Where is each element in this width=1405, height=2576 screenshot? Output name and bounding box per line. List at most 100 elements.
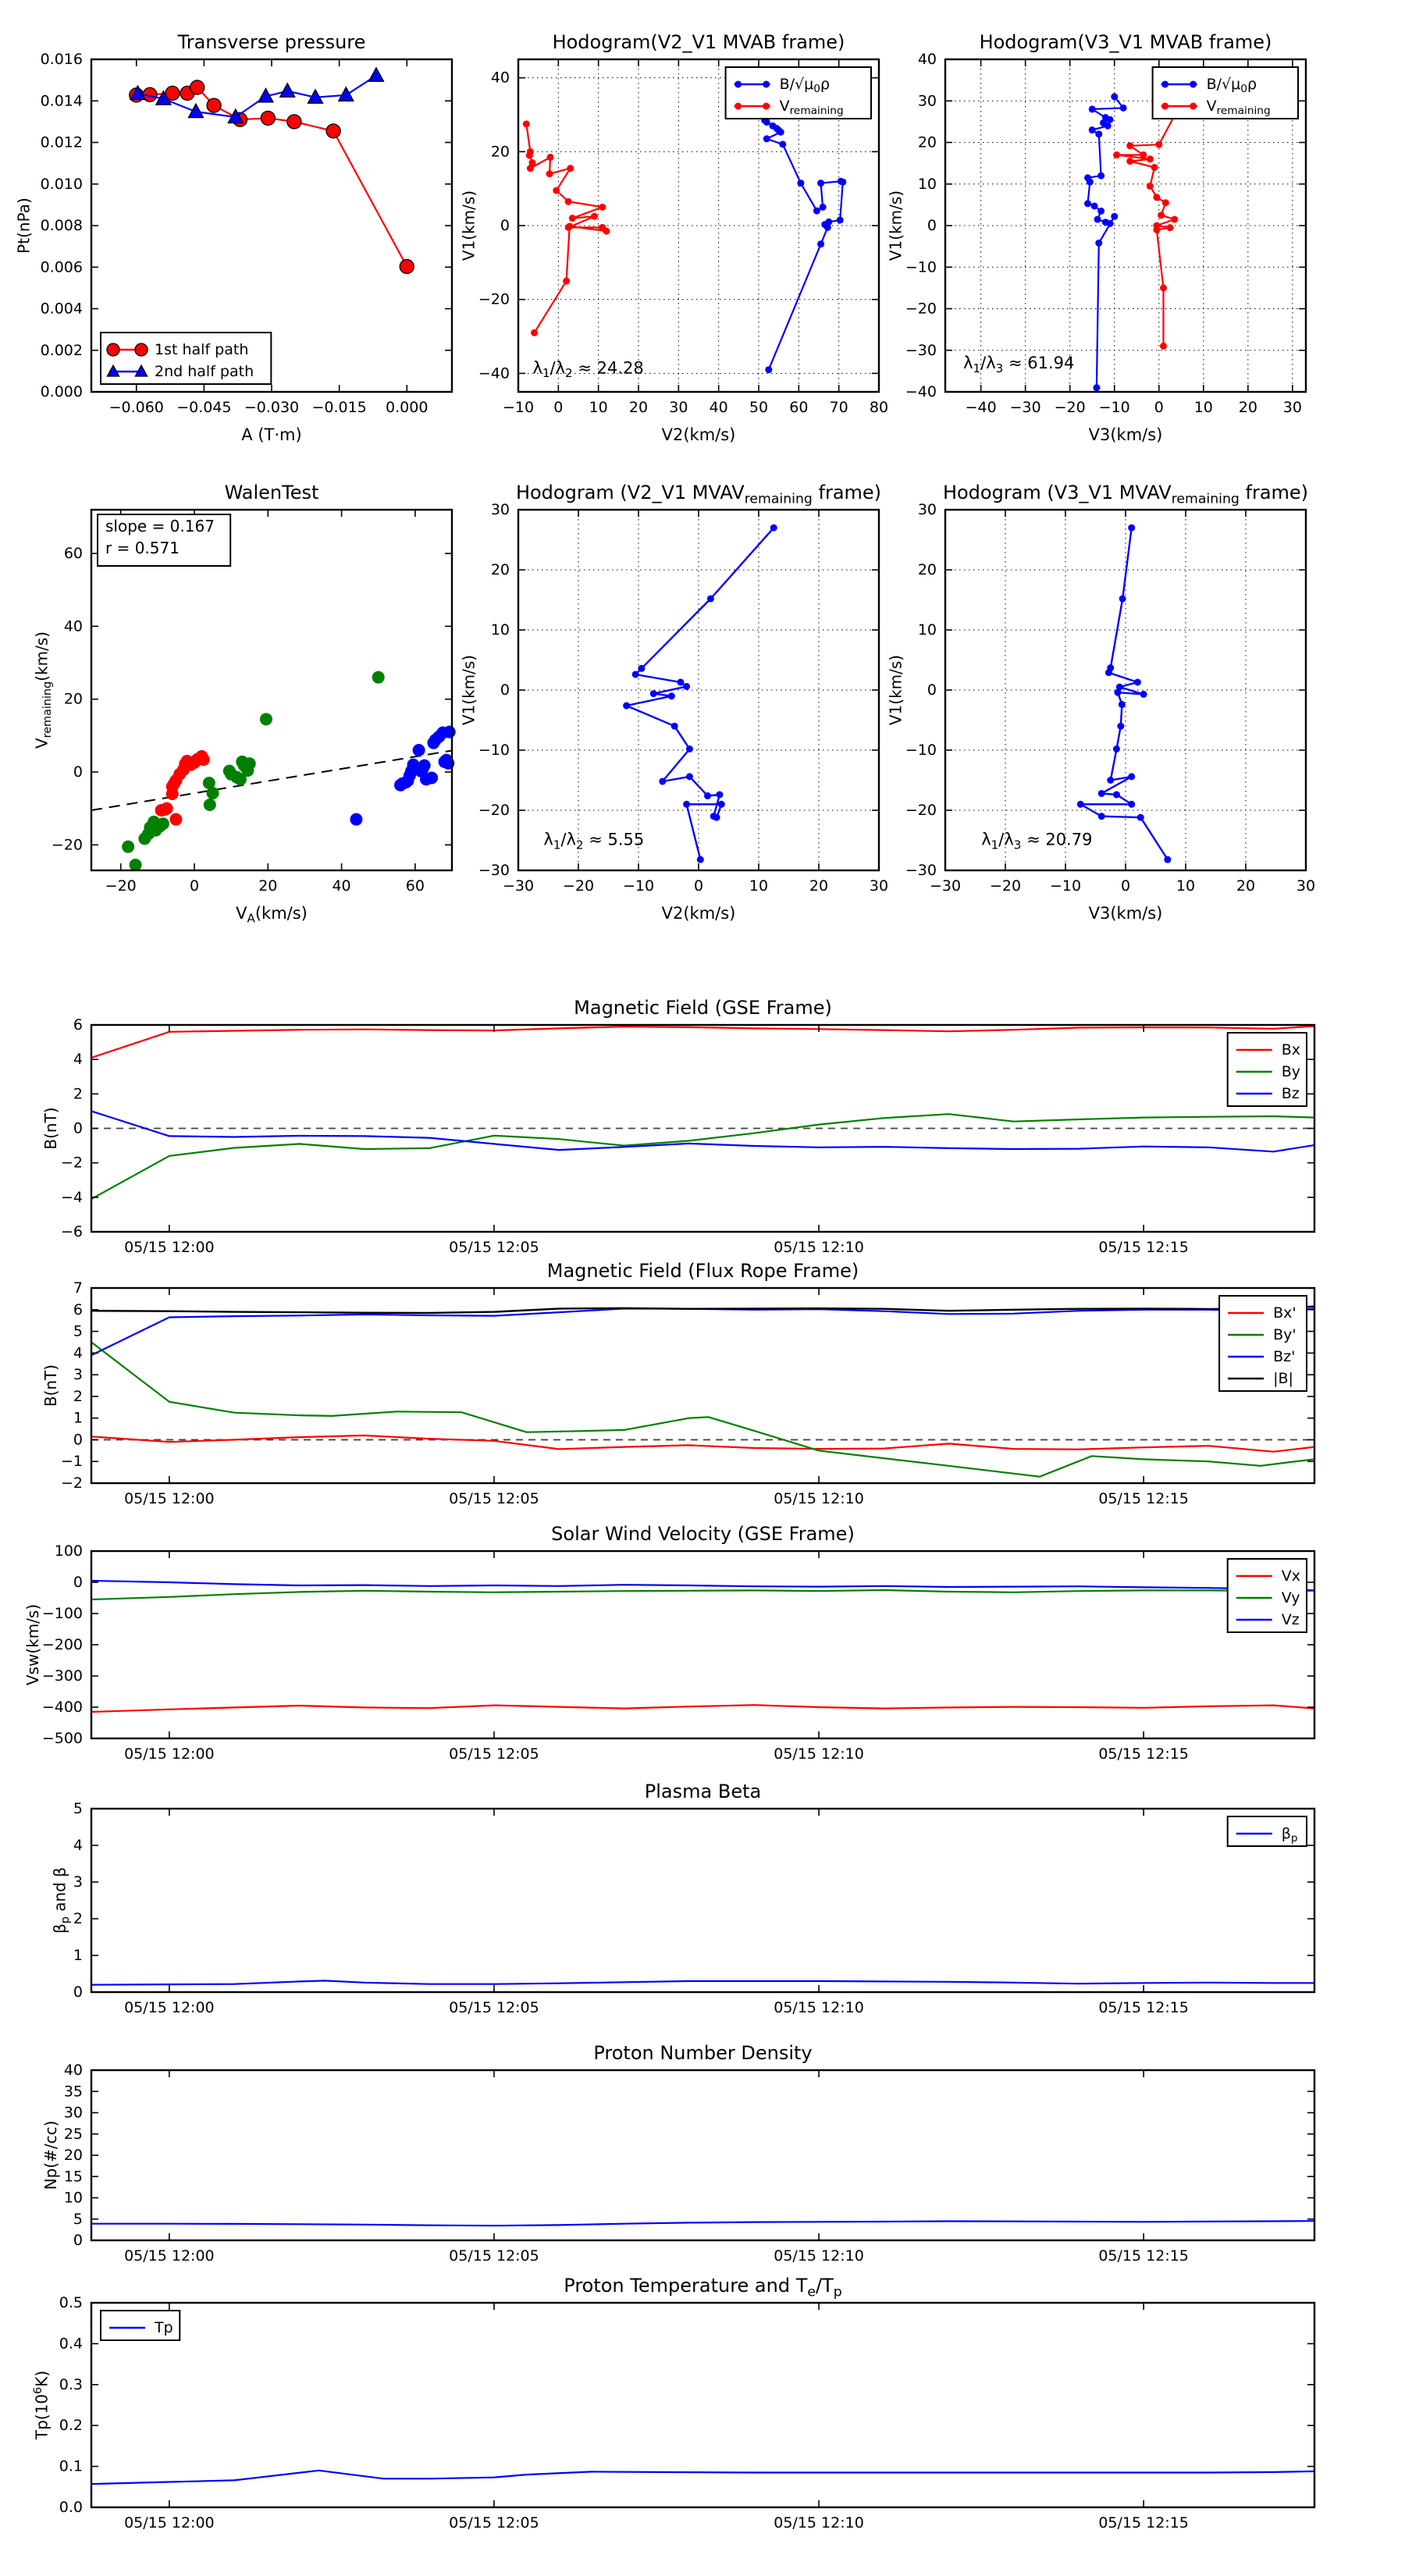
hodogram-v3v1-mvab-alfven-b-line: [1087, 96, 1125, 388]
hodogram-v3v1-mvav-ytick-label: 10: [918, 621, 937, 639]
transverse-pressure-xtick-label: −0.015: [311, 399, 366, 416]
proton-number-density-xtick-label: 05/15 12:15: [1098, 2247, 1189, 2265]
proton-number-density-ytick-label: 15: [64, 2168, 83, 2185]
hodogram-v2v1-mvab-legend-label-1: Vremaining: [780, 98, 844, 117]
plasma-beta-series-beta-p: [91, 1980, 1314, 1986]
magnetic-field-gse-legend-label-1: By: [1282, 1063, 1300, 1080]
transverse-pressure-tick-labels: −0.060 −0.045 −0.030 −0.015 0.000 0.000 0.002 0…: [41, 51, 429, 416]
transverse-pressure-first-half-path-markers: [129, 80, 414, 275]
panel-hodogram-v3v1-mvav: −30 −20 −10 0 10 20 30 −30 −20 −10 0 10 20 30 Hodogram…: [887, 482, 1316, 923]
transverse-pressure-ytick-label: 0.000: [41, 383, 83, 400]
panel-hodogram-v2v1-mvab: −10 0 10 20 30 40 50 60 70 80 −40 −20 0 20 40 Hodogram(…: [460, 31, 889, 444]
solar-wind-velocity-vx-line: [91, 1704, 1315, 1713]
proton-temperature-xtick-label: 05/15 12:10: [774, 2514, 864, 2532]
walen-test-scatter-red-markers: [155, 749, 210, 826]
magnetic-field-flux-rope-ytick-label: 4: [73, 1344, 83, 1361]
hodogram-v2v1-mvav-xtick-label: 0: [694, 877, 703, 895]
proton-number-density-ytick-label: 25: [64, 2126, 83, 2143]
hodogram-v2v1-mvab-xtick-label: 80: [870, 399, 888, 416]
hodogram-v2v1-mvav-ylabel: V1(km/s): [460, 655, 478, 725]
hodogram-v3v1-mvav-xtick-label: 20: [1236, 877, 1255, 895]
hodogram-v3v1-mvab-xtick-label: 30: [1283, 399, 1302, 416]
hodogram-v2v1-mvab-xtick-label: 50: [749, 399, 768, 416]
hodogram-v3v1-mvab-ytick-label: 0: [927, 217, 937, 234]
magnetic-field-gse-ytick-label: −6: [61, 1223, 83, 1240]
hodogram-v3v1-mvab-ytick-label: 10: [918, 176, 937, 193]
magnetic-field-flux-rope-legend-label-0: Bx': [1273, 1304, 1297, 1322]
magnetic-field-gse-legend-label-0: Bx: [1282, 1041, 1300, 1059]
hodogram-v3v1-mvav-xtick-label: −10: [1050, 877, 1081, 895]
magnetic-field-flux-rope-legend-label-1: By': [1273, 1326, 1297, 1343]
proton-temperature-ytick-label: 0.2: [59, 2417, 83, 2434]
magnetic-field-flux-rope-ytick-label: 6: [73, 1301, 83, 1318]
proton-temperature-ytick-label: 0.5: [59, 2294, 83, 2311]
walen-test-frame: [90, 508, 454, 872]
proton-number-density-tick-labels: 05/15 12:00 05/15 12:05 05/15 12:10 05/15 1…: [64, 2062, 1189, 2265]
proton-number-density-xtick-label: 05/15 12:00: [124, 2247, 215, 2265]
proton-temperature-frame: [90, 2301, 1316, 2509]
solar-wind-velocity-legend-label-0: Vx: [1282, 1567, 1300, 1585]
walen-test-ticks: [91, 510, 452, 870]
proton-number-density-ticks: [91, 2069, 1314, 2241]
proton-temperature-ytick-label: 0.4: [59, 2335, 83, 2352]
transverse-pressure-xtick-label: −0.030: [244, 399, 299, 416]
solar-wind-velocity-ytick-label: −200: [42, 1636, 83, 1653]
walen-test-fit-line-line: [91, 749, 453, 811]
panel-proton-temperature: 05/15 12:00 05/15 12:05 05/15 12:10 05/15 1…: [32, 2275, 1316, 2532]
walen-test-series-scatter-blue: [350, 725, 456, 826]
transverse-pressure-legend-label-0: 1st half path: [155, 341, 248, 358]
plasma-beta-ytick-label: 1: [73, 1947, 83, 1964]
magnetic-field-flux-rope-title: Magnetic Field (Flux Rope Frame): [547, 1260, 859, 1282]
transverse-pressure-ytick-label: 0.006: [41, 258, 83, 276]
hodogram-v2v1-mvab-annotation-0: λ1/λ2 ≈ 24.28: [532, 359, 643, 381]
hodogram-v2v1-mvav-grid: [518, 509, 880, 871]
magnetic-field-gse-ytick-label: 0: [73, 1120, 83, 1137]
proton-temperature-xtick-label: 05/15 12:15: [1098, 2514, 1189, 2532]
hodogram-v3v1-mvav-xtick-label: 0: [1121, 877, 1130, 895]
transverse-pressure-ylabel: Pt(nPa): [15, 197, 34, 254]
hodogram-v2v1-mvav-xtick-label: −20: [563, 877, 594, 895]
proton-number-density-ylabel: Np(#/cc): [41, 2121, 60, 2190]
hodogram-v3v1-mvab-xtick-label: −30: [1010, 399, 1041, 416]
proton-temperature-title: Proton Temperature and Te/Tp: [564, 2275, 841, 2300]
magnetic-field-gse-ytick-label: 4: [73, 1051, 83, 1068]
magnetic-field-flux-rope-legend-label-2: Bz': [1273, 1348, 1295, 1365]
hodogram-v3v1-mvab-series-v-remaining: [1113, 108, 1181, 350]
proton-temperature-ytick-label: 0.1: [59, 2458, 83, 2475]
hodogram-v3v1-mvav-ytick-label: 0: [927, 681, 937, 699]
magnetic-field-gse-legend-label-2: Bz: [1282, 1085, 1300, 1102]
proton-number-density-xtick-label: 05/15 12:05: [449, 2247, 539, 2265]
walen-test-tick-labels: −20 0 20 40 60 −20 0 20 40 60: [52, 545, 425, 895]
solar-wind-velocity-series-vx: [91, 1704, 1315, 1713]
hodogram-v2v1-mvab-series-alfven-b: [755, 109, 847, 374]
walen-test-xlabel: VA(km/s): [236, 904, 308, 926]
proton-number-density-ytick-label: 35: [64, 2083, 83, 2100]
hodogram-v2v1-mvav-ytick-label: −20: [478, 802, 510, 819]
hodogram-v3v1-mvav-ytick-label: −30: [905, 862, 937, 879]
transverse-pressure-title: Transverse pressure: [177, 31, 366, 53]
hodogram-v3v1-mvav-tick-labels: −30 −20 −10 0 10 20 30 −30 −20 −10 0 10 20 30: [905, 501, 1315, 895]
panel-plasma-beta: 05/15 12:00 05/15 12:05 05/15 12:10 05/15 1…: [51, 1781, 1316, 2016]
plasma-beta-legend: βp: [1226, 1816, 1307, 1847]
walen-test-title: WalenTest: [225, 482, 319, 503]
magnetic-field-flux-rope-xtick-label: 05/15 12:10: [774, 1490, 864, 1507]
proton-number-density-ytick-label: 40: [64, 2062, 83, 2079]
hodogram-v2v1-mvav-xtick-label: 10: [749, 877, 768, 895]
hodogram-v2v1-mvav-xtick-label: 20: [809, 877, 828, 895]
magnetic-field-flux-rope-xtick-label: 05/15 12:00: [124, 1490, 215, 1507]
walen-test-xtick-label: 0: [190, 877, 199, 895]
plasma-beta-frame: [90, 1807, 1316, 1994]
transverse-pressure-ticks: [91, 59, 452, 393]
walen-test-ylabel: Vremaining(km/s): [33, 632, 54, 749]
solar-wind-velocity-xtick-label: 05/15 12:10: [774, 1745, 864, 1763]
plasma-beta-ytick-label: 4: [73, 1837, 83, 1854]
hodogram-v3v1-mvab-ytick-label: 30: [918, 92, 937, 109]
transverse-pressure-xtick-label: 0.000: [386, 399, 428, 416]
transverse-pressure-ytick-label: 0.016: [41, 51, 83, 68]
magnetic-field-flux-rope-series-bz-prime: [91, 1308, 1315, 1357]
hodogram-v2v1-mvav-v-path-markers: [623, 524, 777, 863]
hodogram-v2v1-mvav-ytick-label: 20: [491, 561, 510, 578]
magnetic-field-gse-ytick-label: 2: [73, 1085, 83, 1102]
hodogram-v2v1-mvab-legend-label-0: B/√μ0ρ: [780, 76, 830, 95]
